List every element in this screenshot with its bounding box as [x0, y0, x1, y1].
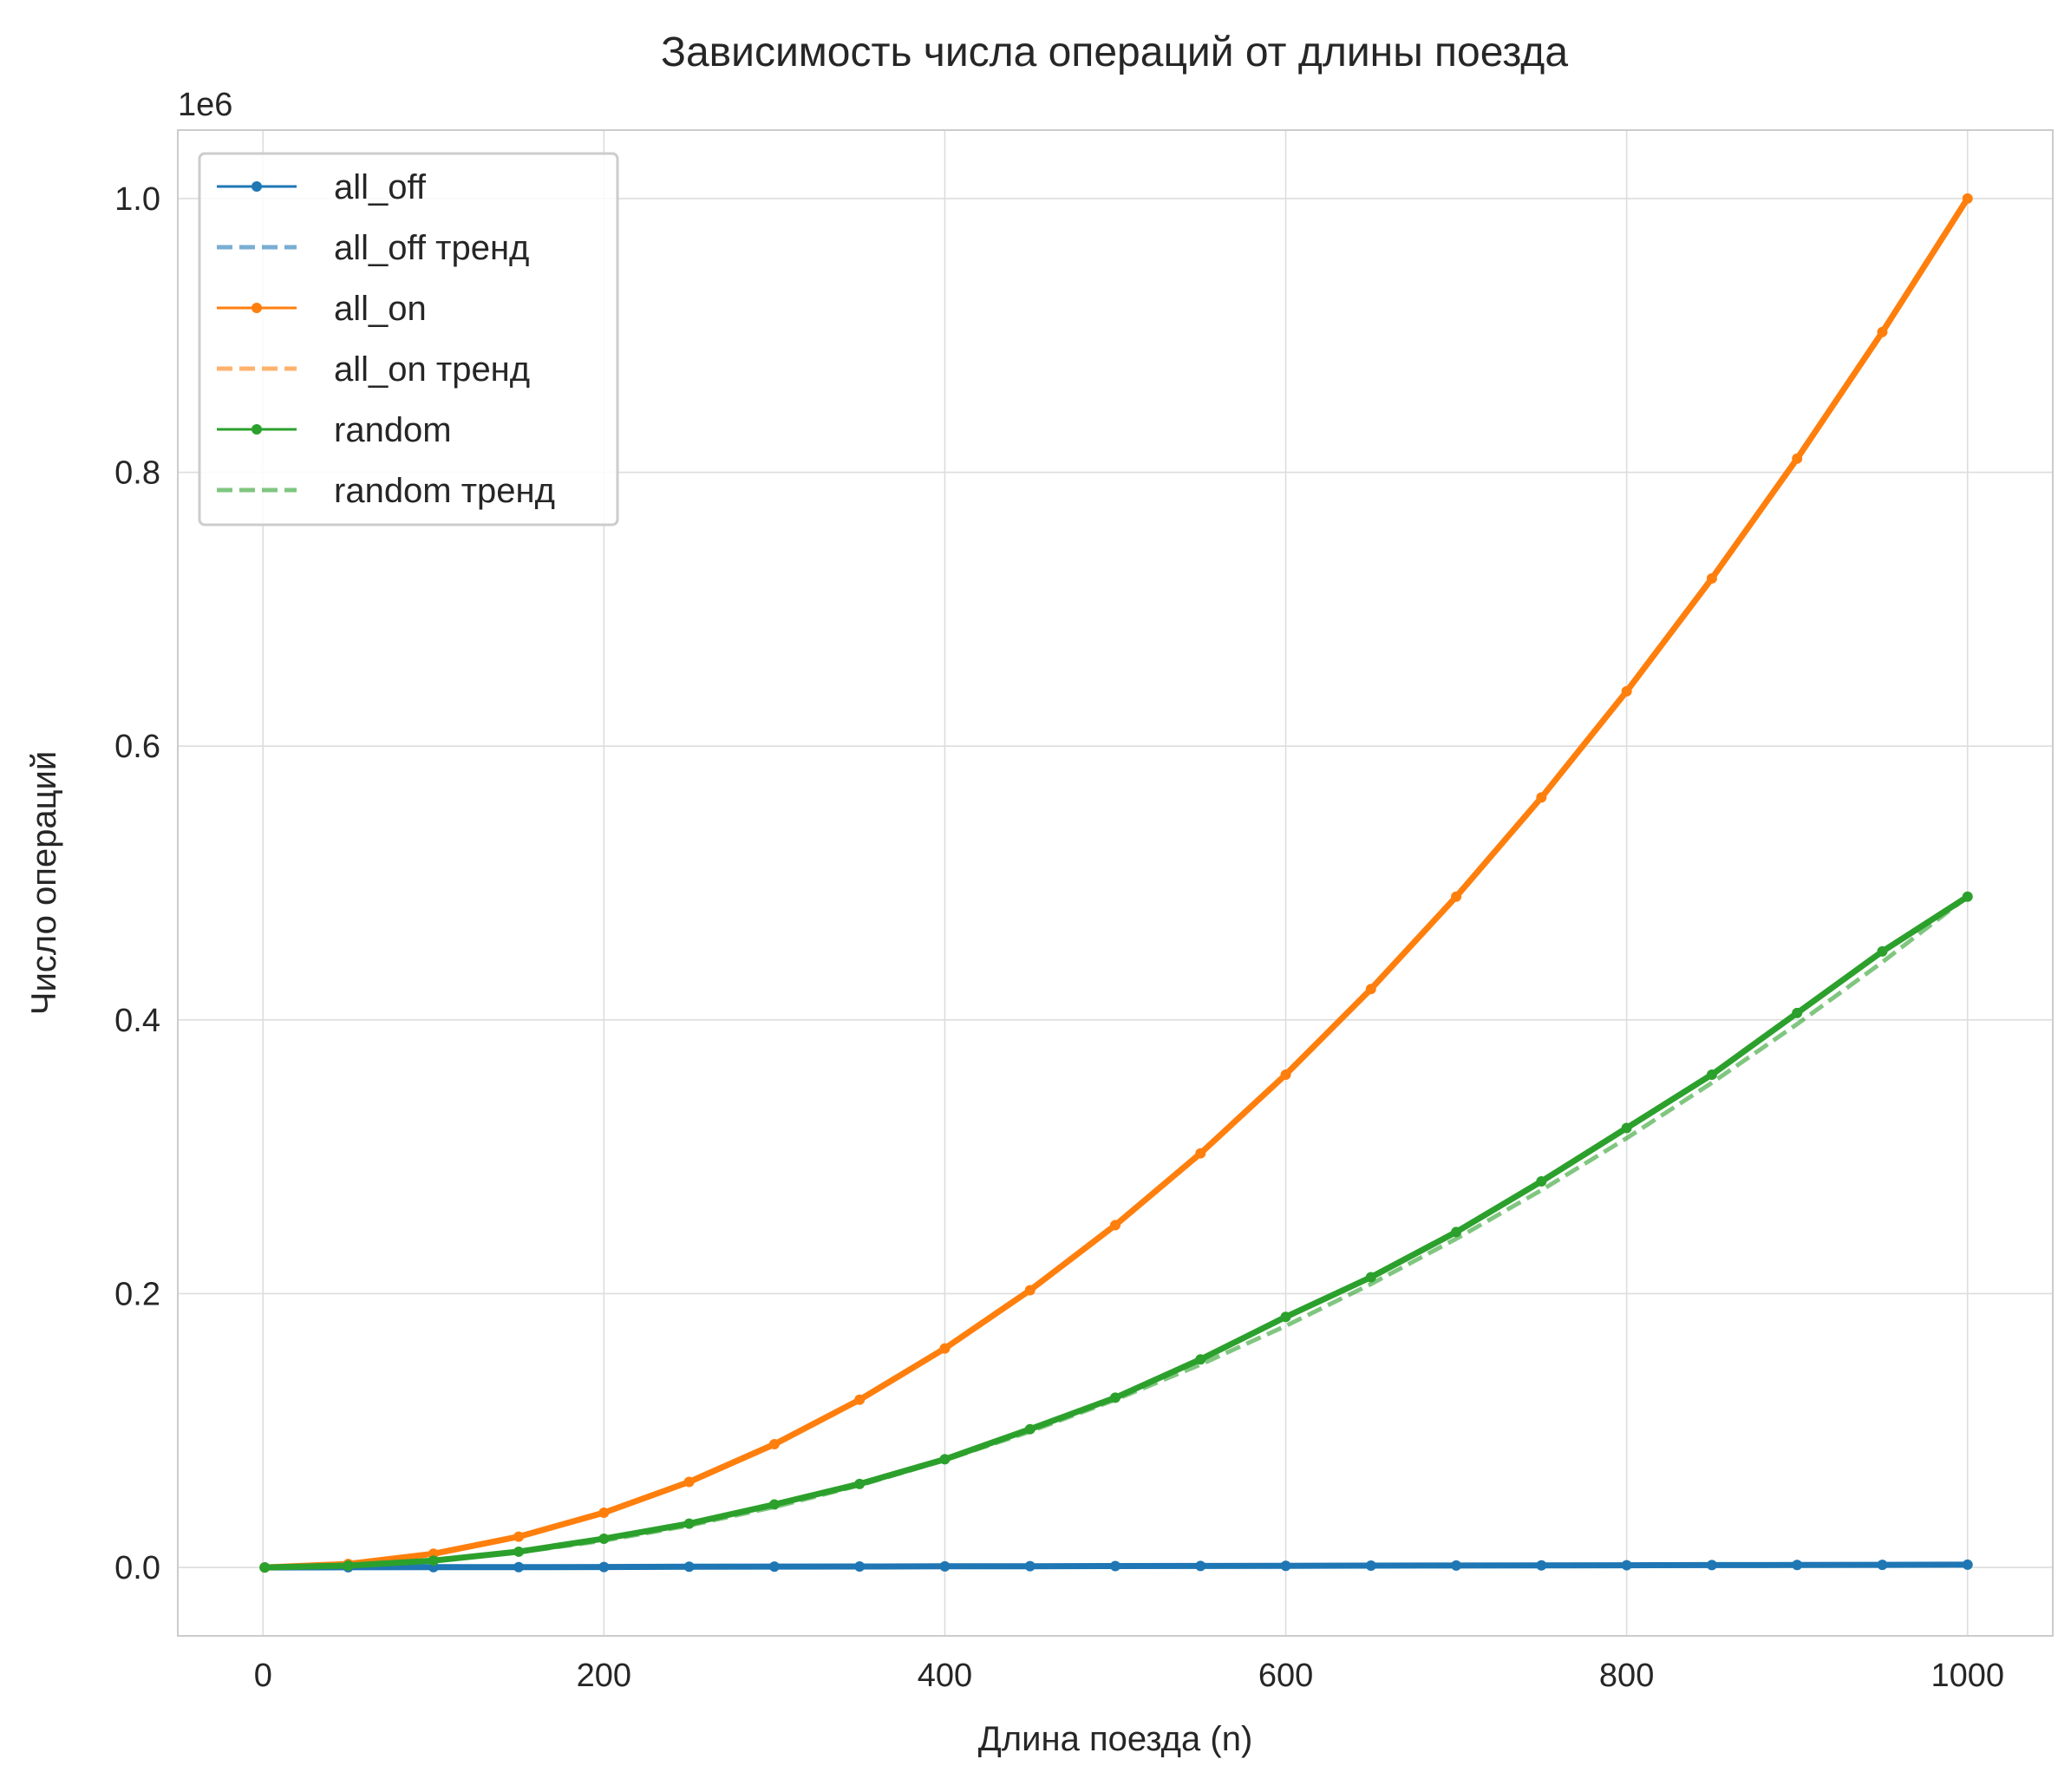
data-point [1707, 1069, 1717, 1080]
x-tick-label: 600 [1258, 1658, 1313, 1694]
y-tick-label: 0.6 [114, 729, 160, 765]
y-tick-label: 0.8 [114, 455, 160, 492]
legend-marker [252, 303, 262, 313]
legend-marker [252, 424, 262, 435]
legend-label: all_on [334, 290, 427, 328]
y-tick-label: 0.0 [114, 1550, 160, 1586]
legend-label: all_on тренд [334, 350, 530, 389]
chart-title: Зависимость числа операций от длины поез… [661, 29, 1568, 75]
data-point [1281, 1311, 1291, 1322]
data-point [1792, 1008, 1802, 1018]
x-tick-label: 200 [577, 1658, 631, 1694]
legend-box [199, 154, 617, 525]
legend-marker [252, 181, 262, 192]
y-tick-label: 1.0 [114, 181, 160, 218]
x-axis-label: Длина поезда (n) [978, 1720, 1253, 1758]
y-axis-label: Число операций [25, 751, 63, 1015]
data-point [1877, 946, 1887, 957]
y-tick-label: 0.4 [114, 1003, 160, 1039]
x-tick-label: 1000 [1931, 1658, 2004, 1694]
x-tick-label: 0 [254, 1658, 272, 1694]
legend-label: all_off [334, 168, 427, 206]
x-tick-label: 400 [918, 1658, 972, 1694]
legend-label: random тренд [334, 472, 555, 510]
data-point [1195, 1354, 1205, 1364]
legend-label: random [334, 411, 452, 449]
x-tick-label: 800 [1599, 1658, 1654, 1694]
legend: all_off all_off тренд all_on all_on тренд ra… [199, 154, 617, 525]
data-point [1622, 1122, 1632, 1133]
y-offset-label: 1e6 [178, 87, 232, 123]
legend-label: all_off тренд [334, 229, 529, 267]
data-point [1536, 1176, 1546, 1187]
y-tick-label: 0.2 [114, 1276, 160, 1312]
